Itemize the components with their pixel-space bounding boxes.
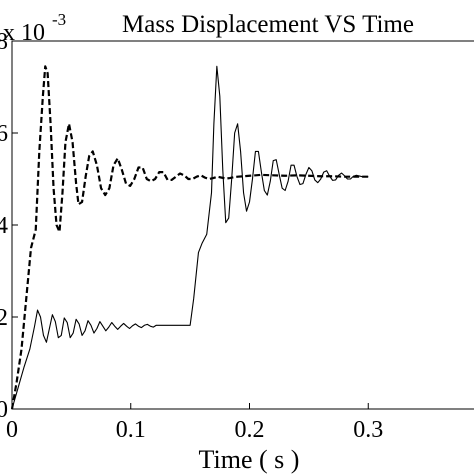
y-multiplier-label: x 10 (3, 20, 45, 46)
x-tick-label: 0.2 (235, 417, 265, 443)
y-tick-label: 2 (0, 305, 8, 331)
x-tick-label: 0.1 (116, 417, 146, 443)
chart-title: Mass Displacement VS Time (122, 11, 414, 38)
y-tick-label: 6 (0, 121, 8, 147)
y-tick-label: 0 (0, 397, 8, 423)
x-tick-label: 0.3 (353, 417, 383, 443)
y-tick-label: 4 (0, 213, 8, 239)
x-tick-labels: 0 0.1 0.2 0.3 (6, 417, 383, 443)
plot-area-frame (11, 40, 474, 410)
axis-ticks (11, 40, 369, 410)
x-axis-label: Time ( s ) (199, 445, 300, 474)
y-multiplier-exponent: -3 (52, 10, 66, 29)
series-line-dashed (10, 65, 369, 410)
x-tick-label: 0 (6, 417, 18, 443)
series-line-solid (11, 65, 369, 410)
y-tick-label: 8 (0, 29, 8, 55)
y-tick-labels: 0 2 4 6 8 (0, 29, 8, 423)
series-layer (10, 65, 369, 410)
